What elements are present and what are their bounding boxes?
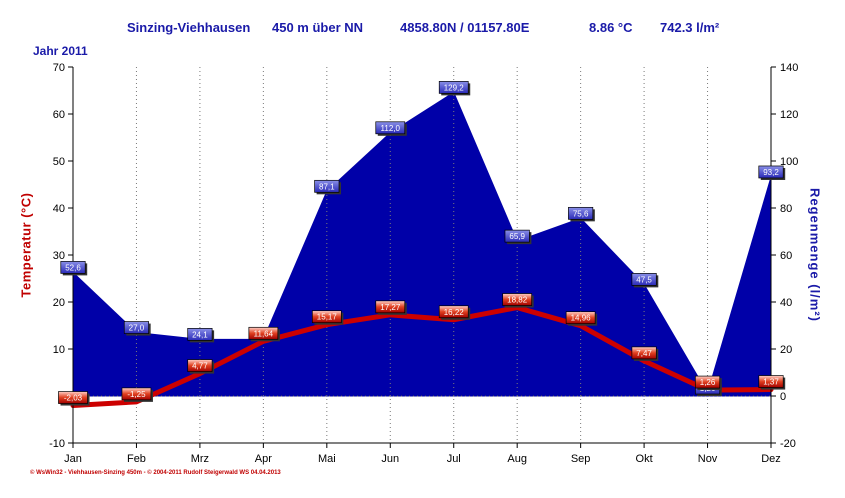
station-altitude: 450 m über NN [272,20,364,35]
x-tick-label: Nov [698,453,718,465]
temp-data-label-box [311,310,342,324]
y-left-tick-label: 20 [53,297,65,309]
rain-data-label: 47,5 [636,275,652,284]
rain-data-label-box [758,165,784,179]
temp-data-label: 17,27 [380,303,401,312]
x-tick-label: Dez [761,453,781,465]
footer-credits: © WsWin32 - Viehhausen-Sinzing 450m - © … [30,470,281,476]
y-left-tick-label: 60 [53,109,65,121]
y-left-tick-label: 50 [53,156,65,168]
x-tick-label: Apr [255,453,272,465]
x-tick-label: Sep [571,453,591,465]
rain-data-label: 129,2 [444,83,465,92]
rain-data-label-box [568,206,594,220]
x-tick-label: Okt [636,453,653,465]
rain-data-label: 93,2 [763,168,779,177]
y-right-tick-label: 80 [780,203,792,215]
y-right-tick-label: 20 [780,344,792,356]
temp-data-label: -2,03 [64,394,83,403]
temp-data-label-box [502,293,533,306]
temp-data-label-box [565,311,596,325]
temperature-line [70,305,774,409]
y-right-tick-label: -20 [780,438,796,450]
y-right-tick-label: 100 [780,156,798,168]
temp-data-label-box [121,387,152,401]
temp-data-label-box [758,375,784,388]
station-name: Sinzing-Viehhausen [127,20,251,35]
temp-data-label-box [58,391,88,404]
rain-data-label-box [60,261,86,274]
temp-data-label-box [694,375,721,389]
y-left-tick-label: -10 [49,438,65,450]
rain-data-label: 65,9 [509,232,525,241]
temp-data-label-box [187,359,213,372]
temp-data-label: 11,64 [254,329,274,338]
y-left-tick-label: 30 [53,250,65,262]
y-axis-left-title: Temperatur (°C) [18,192,34,298]
mean-temperature: 8.86 °C [589,20,633,35]
temp-data-label: 16,22 [444,308,465,317]
rain-data-label: 27,0 [129,324,145,333]
rain-data-label-box [123,321,150,334]
temp-data-label: 18,82 [507,296,528,305]
x-tick-label: Mai [318,453,336,465]
station-coordinates: 4858.80N / 01157.80E [400,20,530,35]
y-right-tick-label: 120 [780,109,798,121]
temp-data-label: 14,96 [571,314,592,323]
rain-total: 742.3 l/m² [660,20,720,35]
x-tick-label: Mrz [191,453,209,465]
rain-data-label-box [375,121,406,135]
rain-data-label-box [187,328,213,341]
temp-data-label: 7,47 [636,349,652,358]
temp-data-label: 1,37 [763,378,779,387]
y-left-tick-label: 10 [53,344,65,356]
temp-data-label: 1,26 [700,378,716,387]
rain-area [72,91,772,397]
x-tick-label: Jun [381,453,399,465]
rain-data-label: 112,0 [381,124,401,133]
rain-data-label: 24,1 [192,330,208,339]
rain-data-label: 52,6 [65,263,81,272]
x-tick-label: Jul [447,453,461,465]
temp-data-label-box [438,305,469,319]
temp-data-label: 15,17 [317,313,338,322]
rain-data-label-box [438,81,469,94]
rain-data-label-box [314,179,340,193]
temp-data-label: -1,25 [127,390,146,399]
rain-data-label-box [504,229,530,243]
y-right-tick-label: 40 [780,297,792,309]
y-right-tick-label: 140 [780,62,798,74]
x-tick-label: Feb [127,453,146,465]
y-left-tick-label: 40 [53,203,65,215]
y-axis-right-title: Regenmenge (l/m²) [807,187,823,323]
rain-data-label: 75,6 [573,209,589,218]
year-label: Jahr 2011 [33,44,88,58]
temp-data-label-box [248,326,279,340]
temp-data-label-box [631,346,657,360]
rain-data-label-box [631,273,657,286]
rain-data-label: 87,1 [319,182,335,191]
y-left-tick-label: 70 [53,62,65,74]
temp-data-label-box [375,300,406,314]
temp-data-label: 4,77 [192,362,208,371]
x-tick-label: Jan [64,453,82,465]
y-right-tick-label: 0 [780,391,786,403]
y-right-tick-label: 60 [780,250,792,262]
x-tick-label: Aug [507,453,527,465]
